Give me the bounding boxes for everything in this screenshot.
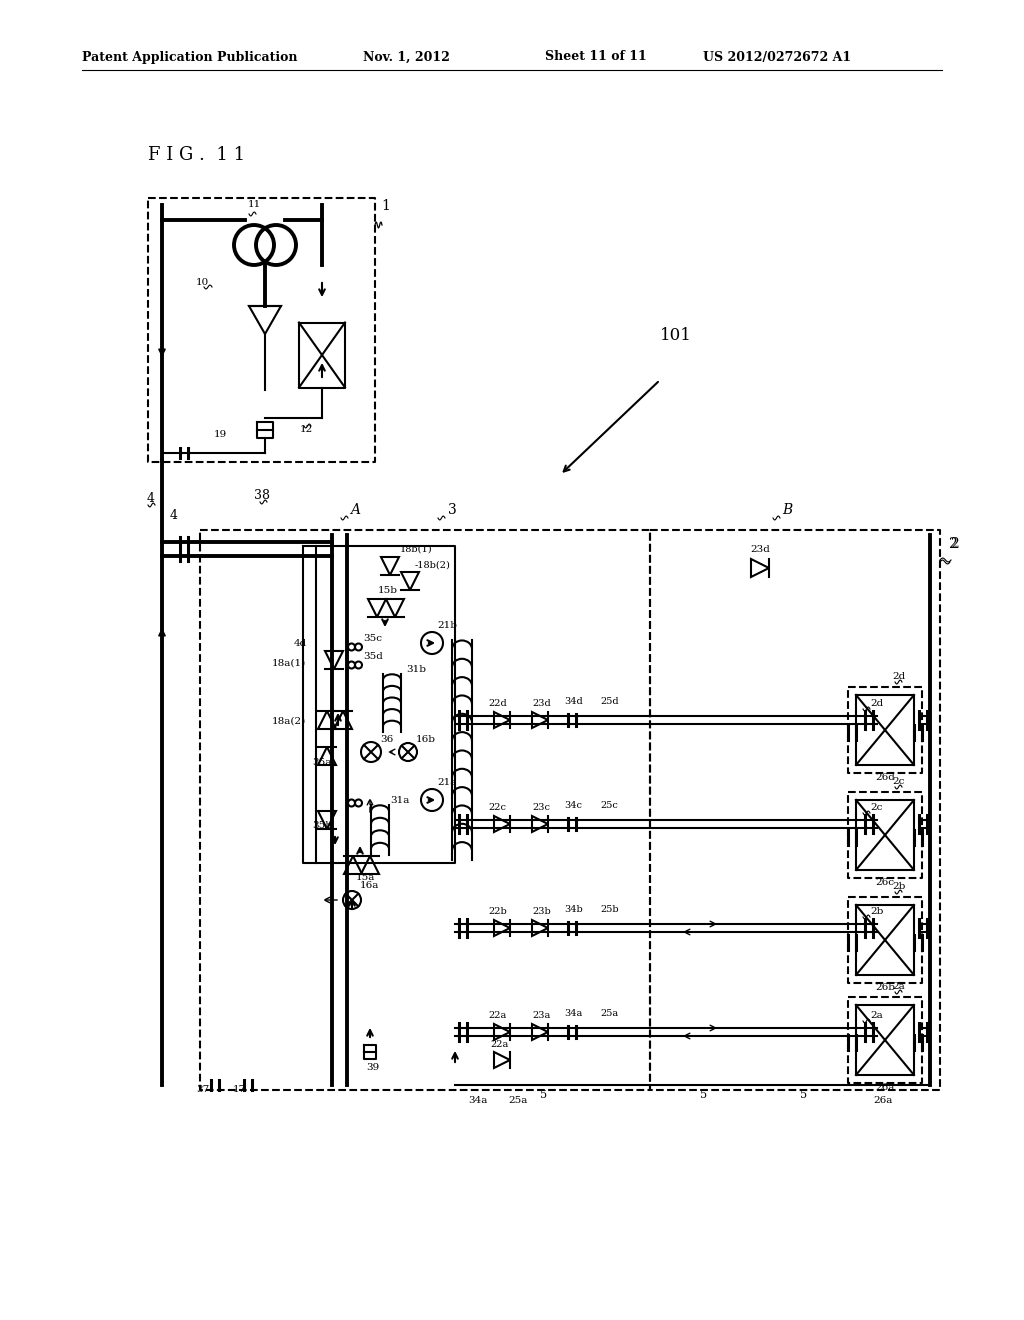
Text: 2a: 2a — [892, 982, 905, 991]
Text: 22a: 22a — [490, 1040, 508, 1049]
Text: 2: 2 — [948, 537, 956, 550]
Text: 34a: 34a — [564, 1008, 583, 1018]
Text: 2d: 2d — [870, 700, 884, 708]
Text: 16b: 16b — [416, 735, 436, 744]
Text: 12: 12 — [300, 425, 313, 434]
Text: 34d: 34d — [564, 697, 583, 706]
Text: 22a: 22a — [488, 1011, 506, 1020]
Text: 18a(2): 18a(2) — [272, 717, 306, 726]
Text: A: A — [350, 503, 360, 517]
Text: 4d: 4d — [294, 639, 307, 648]
Text: 22b: 22b — [488, 907, 507, 916]
Text: 10: 10 — [196, 279, 209, 286]
Text: 23a: 23a — [532, 1011, 550, 1020]
Text: 26a: 26a — [874, 1082, 894, 1092]
Text: 35c: 35c — [362, 634, 382, 643]
Text: 25b: 25b — [600, 906, 618, 913]
Text: 15b: 15b — [378, 586, 398, 595]
Text: 22d: 22d — [488, 700, 507, 708]
Text: 36: 36 — [380, 735, 393, 744]
Text: 2a: 2a — [870, 1011, 883, 1020]
Text: 3: 3 — [449, 503, 457, 517]
Text: 4: 4 — [170, 510, 178, 521]
Text: 15a: 15a — [356, 873, 376, 882]
Text: Nov. 1, 2012: Nov. 1, 2012 — [362, 50, 450, 63]
Text: 2: 2 — [950, 537, 958, 550]
Text: 34a: 34a — [468, 1096, 487, 1105]
Text: 25a: 25a — [508, 1096, 527, 1105]
Text: 101: 101 — [660, 327, 692, 345]
Text: 21a: 21a — [437, 777, 457, 787]
Text: 17: 17 — [233, 1085, 246, 1094]
Text: 2b: 2b — [870, 907, 884, 916]
Text: 21b: 21b — [437, 620, 457, 630]
Text: 37: 37 — [196, 1085, 209, 1094]
Text: B: B — [782, 503, 793, 517]
Text: 5: 5 — [700, 1090, 708, 1100]
Text: 34c: 34c — [564, 801, 582, 810]
Text: 35a: 35a — [312, 758, 332, 767]
Text: 1: 1 — [381, 199, 390, 213]
Text: Sheet 11 of 11: Sheet 11 of 11 — [545, 50, 647, 63]
Text: 11: 11 — [248, 201, 261, 209]
Text: 26a: 26a — [873, 1096, 892, 1105]
Text: 35d: 35d — [362, 652, 383, 661]
Text: F I G .  1 1: F I G . 1 1 — [148, 147, 245, 164]
Text: 39: 39 — [366, 1063, 379, 1072]
Text: 4: 4 — [147, 492, 155, 506]
Text: 26b: 26b — [874, 983, 895, 993]
Text: 5: 5 — [540, 1090, 547, 1100]
Text: 35b: 35b — [312, 821, 332, 830]
Text: 25c: 25c — [600, 801, 617, 810]
Text: 2b: 2b — [892, 882, 905, 891]
Text: 2d: 2d — [892, 672, 905, 681]
Text: 26c: 26c — [874, 878, 894, 887]
Text: 38: 38 — [254, 488, 270, 502]
Text: 2c: 2c — [870, 803, 883, 812]
Text: 18b(1): 18b(1) — [400, 545, 432, 554]
Text: 19: 19 — [214, 430, 227, 440]
Text: US 2012/0272672 A1: US 2012/0272672 A1 — [703, 50, 851, 63]
Text: 23b: 23b — [532, 907, 551, 916]
Text: 23d: 23d — [532, 700, 551, 708]
Text: 5: 5 — [800, 1090, 807, 1100]
Text: -18b(2): -18b(2) — [415, 561, 451, 570]
Text: 2c: 2c — [892, 777, 904, 785]
Text: 31a: 31a — [390, 796, 410, 805]
Text: 26d: 26d — [874, 774, 895, 781]
Text: 22c: 22c — [488, 803, 506, 812]
Text: 23c: 23c — [532, 803, 550, 812]
Text: 34b: 34b — [564, 906, 583, 913]
Text: 31b: 31b — [406, 665, 426, 675]
Text: 18a(1): 18a(1) — [272, 659, 306, 668]
Text: 25d: 25d — [600, 697, 618, 706]
Text: 16a: 16a — [360, 880, 379, 890]
Text: Patent Application Publication: Patent Application Publication — [82, 50, 298, 63]
Text: 25a: 25a — [600, 1008, 618, 1018]
Text: 23d: 23d — [750, 545, 770, 554]
